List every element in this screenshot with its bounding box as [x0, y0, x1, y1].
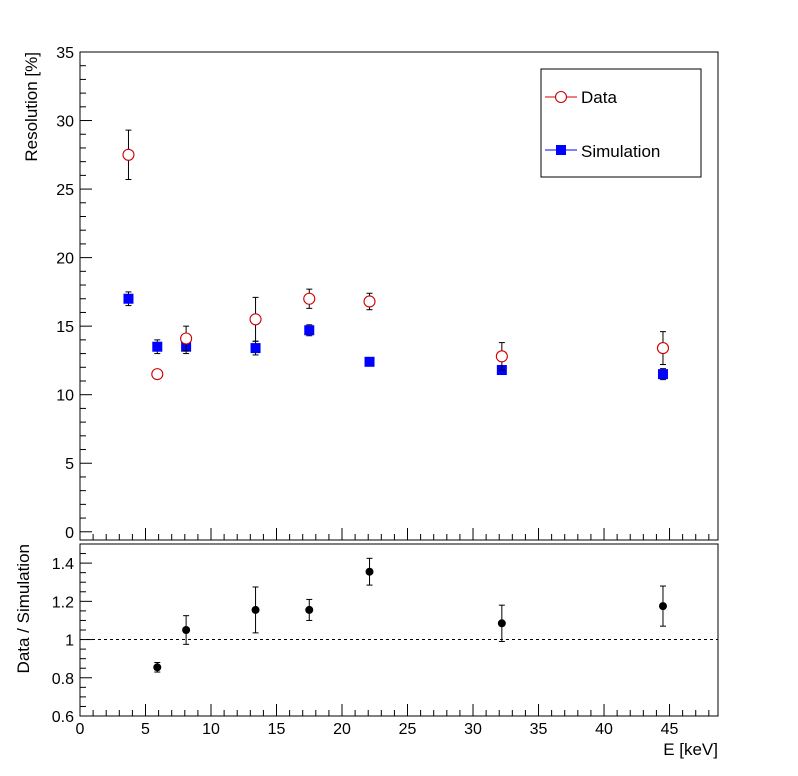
ratio-point [365, 567, 374, 576]
top-y-tick-label: 20 [56, 251, 74, 268]
ratio-point [305, 605, 314, 614]
bottom-y-tick-label: 1.4 [52, 556, 74, 573]
data-point [249, 313, 262, 326]
data-point [303, 292, 316, 305]
top-y-tick-label: 10 [56, 388, 74, 405]
data-point [122, 148, 135, 161]
legend: Data Simulation [540, 68, 702, 178]
simulation-point [250, 343, 261, 354]
legend-data-label: Data [581, 88, 617, 107]
data-point [656, 342, 670, 355]
top-y-tick-label: 25 [56, 182, 74, 199]
legend-data-marker [554, 90, 568, 104]
legend-simulation-marker [556, 145, 566, 155]
top-y-axis-title: Resolution [%] [22, 52, 41, 162]
data-point [363, 295, 376, 308]
x-tick-label: 25 [399, 721, 417, 738]
top-y-tick-label: 5 [65, 456, 74, 473]
simulation-point [123, 293, 134, 304]
legend-box [540, 68, 702, 178]
simulation-point [364, 356, 375, 367]
ratio-point [153, 663, 162, 672]
bottom-plot-marks [153, 557, 667, 673]
top-y-tick-label: 30 [56, 114, 74, 131]
x-tick-label: 30 [464, 721, 482, 738]
x-tick-label: 15 [268, 721, 286, 738]
bottom-panel-frame [79, 543, 719, 717]
ratio-point [182, 626, 191, 634]
top-panel-frame [79, 51, 719, 541]
x-tick-label: 5 [141, 721, 150, 738]
simulation-point [304, 325, 315, 336]
top-y-tick-label: 15 [56, 319, 74, 336]
x-axis-title: E [keV] [663, 740, 718, 759]
bottom-y-tick-label: 1 [65, 633, 74, 650]
x-tick-label: 20 [333, 721, 351, 738]
top-axes: 0 5 10 15 20 25 30 35 [56, 45, 710, 542]
simulation-point [152, 341, 163, 352]
bottom-y-tick-label: 0.6 [52, 709, 74, 726]
data-point [180, 332, 193, 345]
bottom-y-axis-title: Data / Simulation [14, 544, 33, 673]
simulation-point [657, 369, 668, 380]
x-tick-label: 10 [202, 721, 220, 738]
bottom-axes: 0 5 10 15 20 25 30 35 40 45 0.6 0.8 1 1.2 1.4 [52, 543, 718, 738]
data-point [495, 350, 508, 363]
data-point [151, 368, 164, 381]
ratio-point [251, 605, 260, 614]
top-y-tick-label: 35 [56, 45, 74, 62]
top-plot-marks [122, 129, 670, 381]
bottom-y-tick-label: 1.2 [52, 594, 74, 611]
legend-simulation-label: Simulation [581, 142, 660, 161]
x-tick-label: 45 [661, 721, 679, 738]
ratio-point [497, 619, 506, 628]
top-y-tick-label: 0 [65, 525, 74, 542]
x-tick-label: 40 [595, 721, 613, 738]
x-tick-label: 0 [76, 721, 85, 738]
bottom-y-tick-label: 0.8 [52, 671, 74, 688]
ratio-point [658, 602, 667, 611]
x-tick-label: 35 [530, 721, 548, 738]
